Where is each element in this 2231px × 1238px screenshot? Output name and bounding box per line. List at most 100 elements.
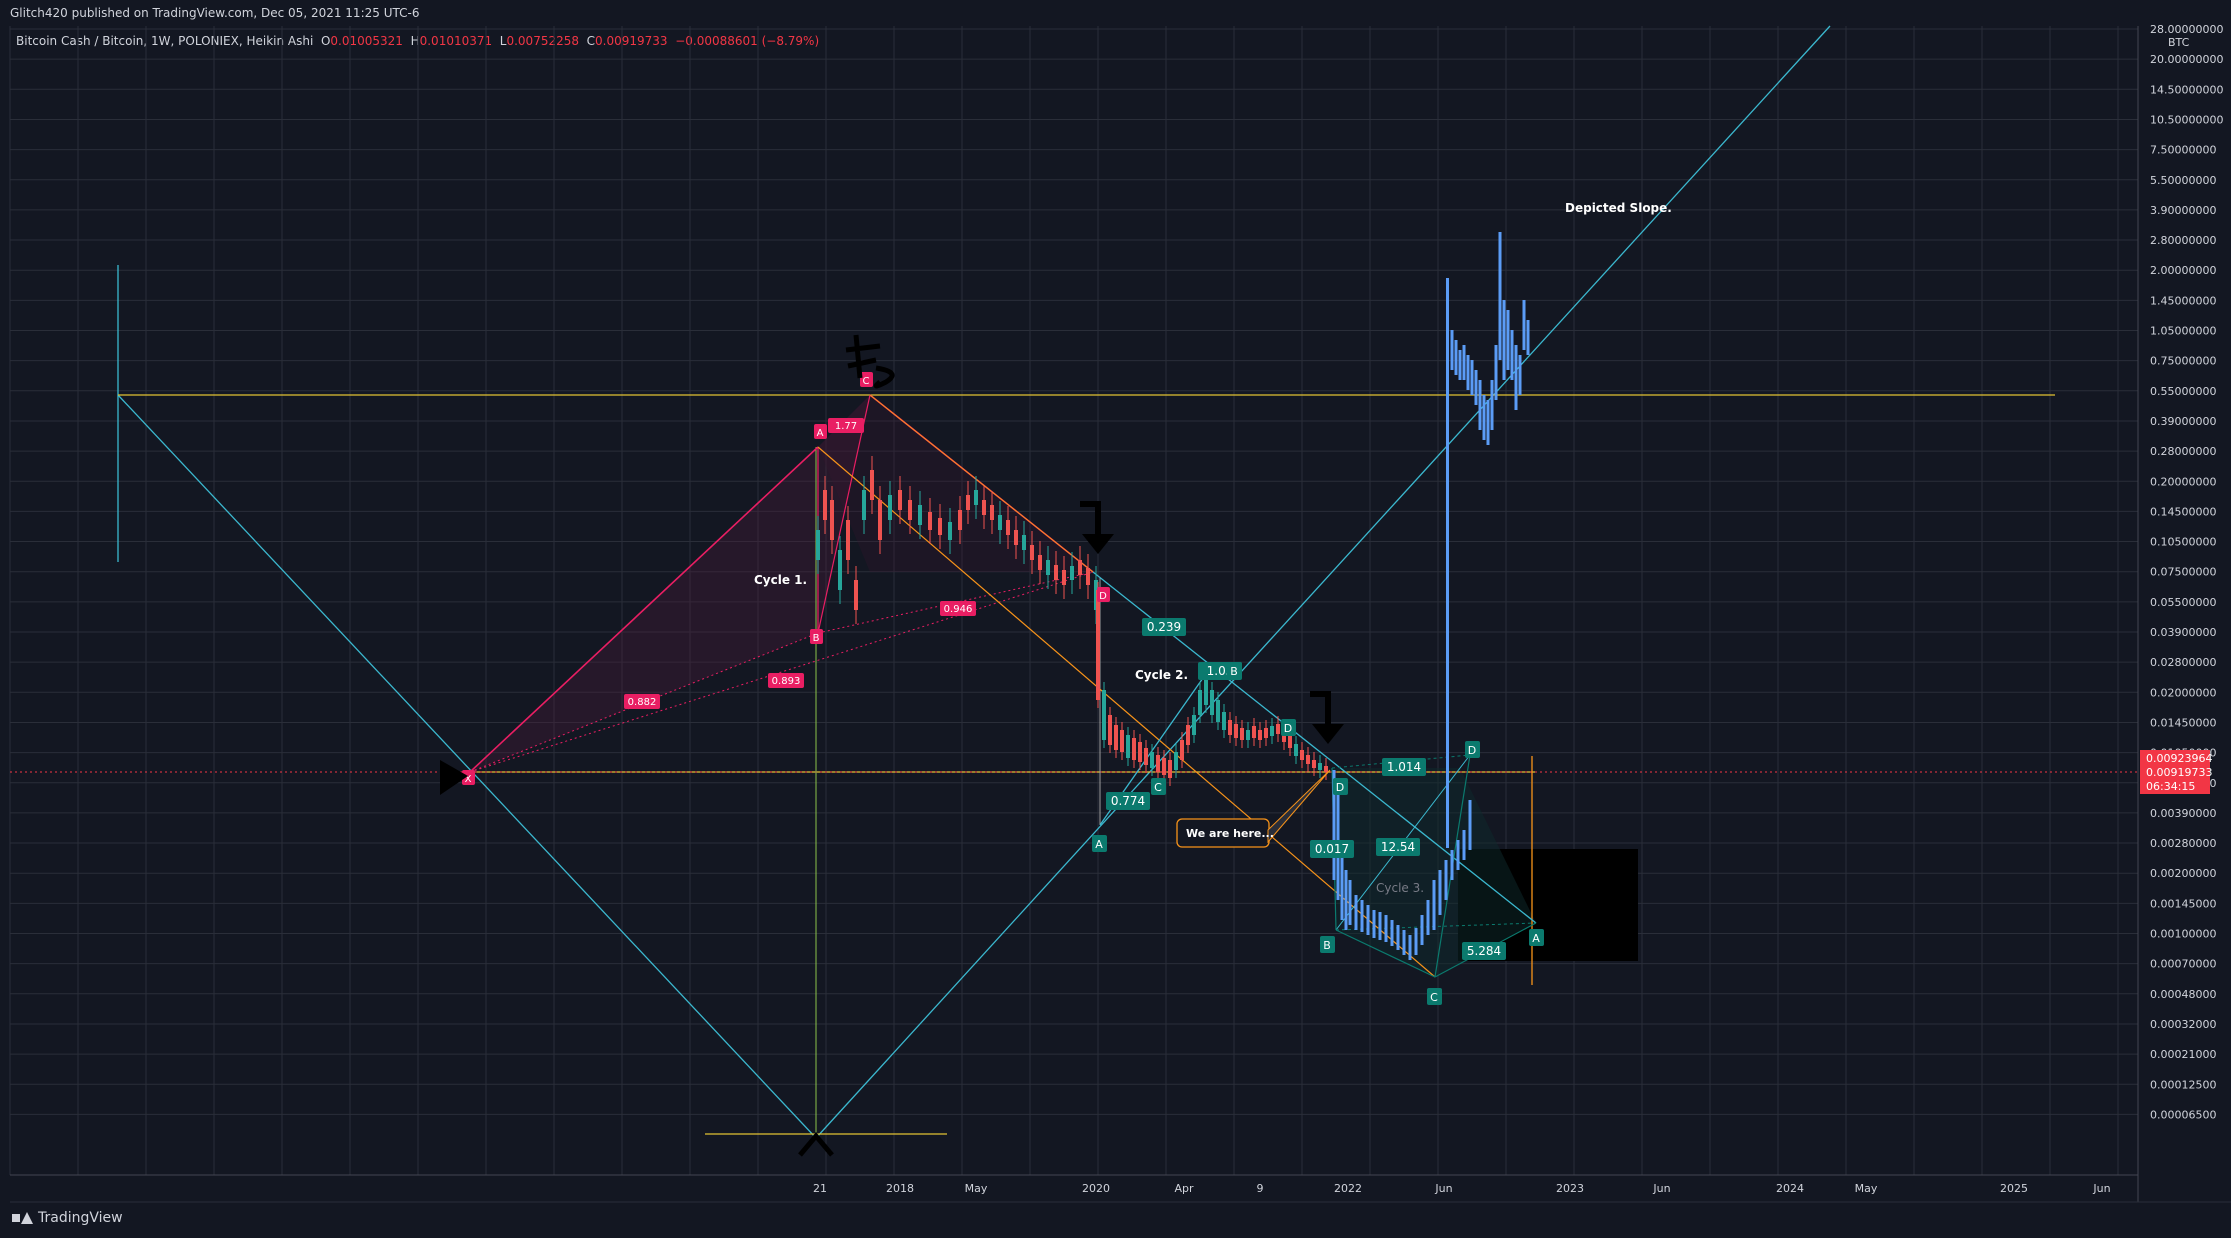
projection-bar (1502, 300, 1506, 380)
we-are-here-label: We are here... (1186, 827, 1274, 840)
fib-xa (469, 446, 819, 773)
pattern-point-label: X (465, 774, 472, 785)
pattern-point-label: B (1230, 665, 1238, 678)
price-axis[interactable]: 28.00000000 20.00000000 14.50000000 10.5000… (2137, 23, 2223, 1202)
harmonic-ratio-bg (1142, 618, 1186, 636)
x-tick-label: May (1855, 1182, 1878, 1195)
projection-bar (1510, 330, 1514, 380)
projection-bar (1482, 395, 1486, 440)
open-label: O (320, 34, 331, 48)
candle-body (1078, 560, 1082, 575)
pattern-point-label: D (1468, 744, 1476, 757)
candle-body (1102, 690, 1106, 740)
projection-bar (1426, 900, 1430, 935)
projection-bar (1408, 935, 1412, 960)
harmonic-ratio-bg (1106, 792, 1150, 810)
projection-bar (1526, 320, 1530, 355)
brand[interactable]: TradingView (12, 1210, 123, 1226)
harmonic-ratio-label: 1.014 (1387, 760, 1421, 774)
projection-bar (1354, 895, 1358, 930)
pattern-point-label: B (1323, 939, 1331, 952)
candle-body (1180, 740, 1184, 760)
chart-grid (9, 26, 2138, 1175)
projection-bar (1366, 905, 1370, 935)
fib-label: 0.893 (772, 676, 801, 687)
y-tick-label: 0.20000000 (2150, 475, 2216, 488)
y-tick-label: 0.00048000 (2150, 988, 2216, 1001)
pattern-point-label: B (813, 633, 820, 644)
candle-body (1258, 730, 1262, 740)
change-value: −0.00088601 (−8.79%) (675, 34, 820, 48)
candle-body (1240, 728, 1244, 740)
candle-body (1168, 760, 1172, 778)
harmonic-ratio-bg (1376, 838, 1420, 856)
candle-body (998, 515, 1002, 530)
y-tick-label: 0.01450000 (2150, 716, 2216, 729)
candle-body (1312, 760, 1316, 768)
depicted-slope-line (815, 25, 1831, 1139)
y-tick-label: 0.55000000 (2150, 385, 2216, 398)
projection-bar (1450, 850, 1454, 880)
y-tick-label: 0.03900000 (2150, 626, 2216, 639)
candle-body (958, 510, 962, 530)
harmonic-ratio-label: 0.017 (1315, 842, 1349, 856)
y-tick-label: 0.14500000 (2150, 505, 2216, 518)
projection-bar (1348, 880, 1352, 925)
price-badge-last: 0.00919733 (2146, 766, 2212, 779)
candle-body (1132, 738, 1136, 760)
harmonic-ab (1335, 929, 1436, 978)
price-badge-timer: 06:34:15 (2146, 780, 2195, 793)
pattern-point-label: D (1336, 781, 1344, 794)
start-marker-icon (440, 760, 468, 795)
y-tick-label: 7.50000000 (2150, 144, 2216, 157)
candle-body (1174, 752, 1178, 770)
candle-body (1150, 752, 1154, 768)
projection-bar (1402, 930, 1406, 955)
projection-bar (1420, 915, 1424, 945)
fib-label-bg (768, 673, 804, 688)
candle-body (1186, 725, 1190, 745)
candle-body (1046, 560, 1050, 575)
x-tick-label: 9 (1257, 1182, 1264, 1195)
candle-body (1022, 535, 1026, 550)
projection-bar (1462, 345, 1466, 380)
fib-label-bg (624, 694, 660, 709)
projection-bar (1344, 870, 1348, 930)
y-tick-label: 14.50000000 (2150, 83, 2223, 96)
candle-body (823, 490, 827, 520)
pattern-point-label: A (1532, 932, 1540, 945)
candle-body (990, 505, 994, 520)
trend-line-down (117, 394, 817, 1139)
projection-bar (1490, 380, 1494, 430)
projection-spike (1446, 278, 1449, 848)
candle-body (1030, 545, 1034, 560)
pattern-point-bg (462, 770, 475, 785)
y-tick-label: 0.00100000 (2150, 928, 2216, 941)
x-tick-label: 2023 (1556, 1182, 1584, 1195)
candle-body (1054, 565, 1058, 580)
candle-body (908, 500, 912, 520)
y-tick-label: 1.05000000 (2150, 325, 2216, 338)
fib-bc (817, 394, 871, 634)
y-tick-label: 0.28000000 (2150, 445, 2216, 458)
projection-bar (1474, 370, 1478, 405)
candle-body (974, 490, 978, 505)
pattern-point-label: C (863, 376, 870, 387)
candle-body (1070, 566, 1074, 580)
time-axis[interactable]: 21 2018 May 2020 Apr 9 2022 Jun 2023 Jun 2024 May 20… (10, 1174, 2231, 1203)
depicted-slope-label: Depicted Slope. (1565, 201, 1672, 215)
candle-body (1294, 744, 1298, 756)
low-label: L (499, 34, 507, 48)
high-label: H (410, 34, 420, 48)
candle-body (1276, 724, 1280, 734)
fib-label: 1.77 (835, 421, 857, 432)
low-value: 0.00752258 (506, 34, 579, 48)
y-tick-label: 0.00280000 (2150, 837, 2216, 850)
y-tick-label: 2.00000000 (2150, 264, 2216, 277)
pattern-point-bg (1092, 835, 1107, 852)
projection-bar (1470, 360, 1474, 395)
pattern-point-label: A (817, 428, 824, 439)
chart-labels: Cycle 1. Cycle 2. Cycle 3. Depicted Slope. W… (440, 201, 1672, 1157)
base-marker-icon (798, 1132, 834, 1157)
